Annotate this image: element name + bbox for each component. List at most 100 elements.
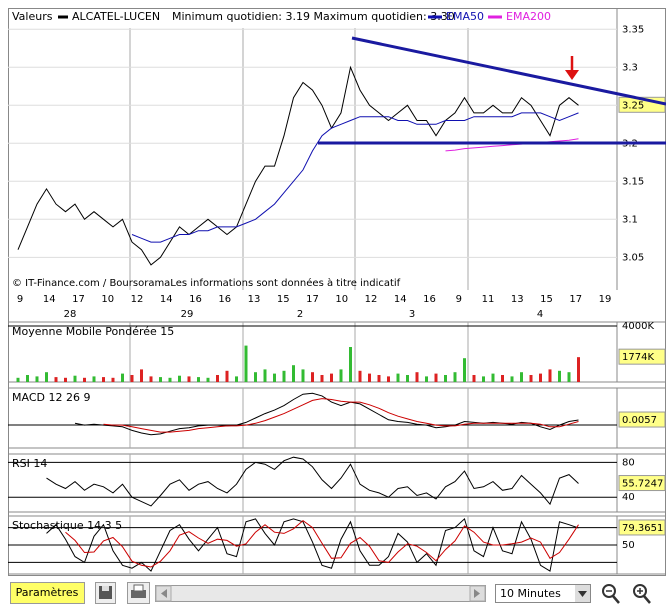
volume-bar [187, 376, 191, 382]
volume-bar [377, 375, 381, 382]
x-tick-label: 14 [43, 294, 56, 305]
x-group-label: 3 [409, 309, 415, 320]
params-label[interactable]: Paramètres [16, 586, 79, 599]
panel-title: Stochastique 14 3 5 [12, 519, 122, 532]
volume-bar [482, 376, 485, 382]
volume-bar [425, 376, 428, 382]
series-line [46, 456, 579, 507]
volume-bar [244, 345, 248, 382]
volume-bar [520, 372, 523, 382]
y-tick-label: 4000K [622, 321, 654, 332]
volume-bar [197, 377, 200, 382]
panel-title: MACD 12 26 9 [12, 391, 90, 404]
volume-bar [406, 375, 409, 382]
last-value-box [618, 348, 666, 365]
volume-bar [235, 376, 238, 382]
volume-bar [263, 369, 267, 382]
x-tick-label: 17 [306, 294, 319, 305]
volume-bar [472, 375, 476, 382]
y-tick-label: 50 [622, 540, 635, 551]
interval-label[interactable]: 10 Minutes [500, 587, 561, 600]
zoom-in[interactable] [633, 584, 647, 598]
copyright-note: © IT-Finance.com / BoursoramaLes informa… [12, 277, 401, 289]
volume-bar [320, 375, 324, 382]
panel-title: Moyenne Mobile Pondérée 15 [12, 325, 174, 338]
volume-bar [491, 373, 495, 382]
header-range: Minimum quotidien: 3.19 Maximum quotidie… [172, 10, 455, 23]
zoom-out[interactable] [602, 584, 616, 598]
x-group-label: 28 [64, 309, 77, 320]
volume-bar [330, 373, 333, 382]
x-tick-label: 9 [456, 294, 462, 305]
volume-bar [282, 370, 286, 382]
volume-bar [463, 358, 466, 382]
last-value-label: 1774K [622, 352, 654, 363]
print-icon [131, 590, 146, 598]
x-group-label: 4 [537, 309, 543, 320]
volume-bar [368, 373, 371, 382]
volume-bar [206, 377, 210, 382]
x-tick-label: 9 [17, 294, 23, 305]
volume-bar [501, 375, 504, 382]
header-symbol: ALCATEL-LUCEN [72, 10, 160, 23]
chart-layer: 3.053.13.153.23.253.33.353.254000KMoyenn… [8, 8, 666, 575]
volume-bar [140, 369, 143, 382]
x-tick-label: 16 [189, 294, 202, 305]
x-tick-label: 13 [248, 294, 261, 305]
x-tick-label: 12 [365, 294, 378, 305]
x-tick-label: 19 [599, 294, 612, 305]
volume-bar [92, 376, 96, 382]
volume-bar [159, 377, 162, 382]
volume-bar [35, 376, 39, 382]
y-tick-label: 3.35 [622, 24, 644, 35]
x-tick-label: 16 [218, 294, 231, 305]
x-tick-label: 13 [511, 294, 524, 305]
x-tick-label: 15 [277, 294, 290, 305]
volume-bar [548, 369, 552, 382]
legend-ema50: EMA50 [446, 10, 484, 23]
volume-bar [73, 375, 77, 382]
volume-bar [83, 377, 86, 382]
volume-bar [216, 375, 219, 382]
save-icon [102, 586, 109, 591]
trend-line [351, 36, 666, 106]
volume-bar [387, 376, 390, 382]
last-value-box [618, 519, 666, 536]
scroll-arrow [474, 589, 480, 598]
volume-bar [301, 369, 305, 382]
scroll-arrow [161, 589, 167, 598]
zoom-in [643, 595, 651, 604]
volume-bar [178, 375, 181, 382]
volume-bar [415, 372, 419, 382]
volume-bar [510, 376, 514, 382]
params-button[interactable] [10, 582, 85, 604]
interval-select[interactable] [495, 584, 591, 603]
volume-bar [273, 373, 276, 382]
x-tick-label: 11 [482, 294, 495, 305]
y-tick-label: 3.15 [622, 176, 644, 187]
volume-bar [396, 373, 400, 382]
legend-ema200: EMA200 [506, 10, 551, 23]
series-line [131, 112, 579, 243]
volume-bar [311, 372, 314, 382]
scrollbar[interactable] [155, 585, 486, 602]
x-tick-label: 16 [423, 294, 436, 305]
last-value-label: 79.3651 [622, 523, 663, 534]
x-tick-label: 12 [131, 294, 144, 305]
y-tick-label: 3.1 [622, 214, 638, 225]
panel-title: RSI 14 [12, 457, 47, 470]
y-tick-label: 40 [622, 492, 635, 503]
last-value-box [618, 411, 666, 428]
x-tick-label: 14 [394, 294, 407, 305]
volume-bar [577, 357, 580, 382]
volume-bar [349, 347, 352, 382]
select-arrow [578, 591, 587, 597]
volume-bar [149, 376, 153, 382]
volume-bar [292, 365, 295, 382]
volume-bar [444, 375, 447, 382]
series-line [17, 65, 579, 266]
volume-bar [64, 377, 67, 382]
last-value-label: 55.7247 [622, 479, 663, 490]
zoom-out [612, 595, 620, 604]
